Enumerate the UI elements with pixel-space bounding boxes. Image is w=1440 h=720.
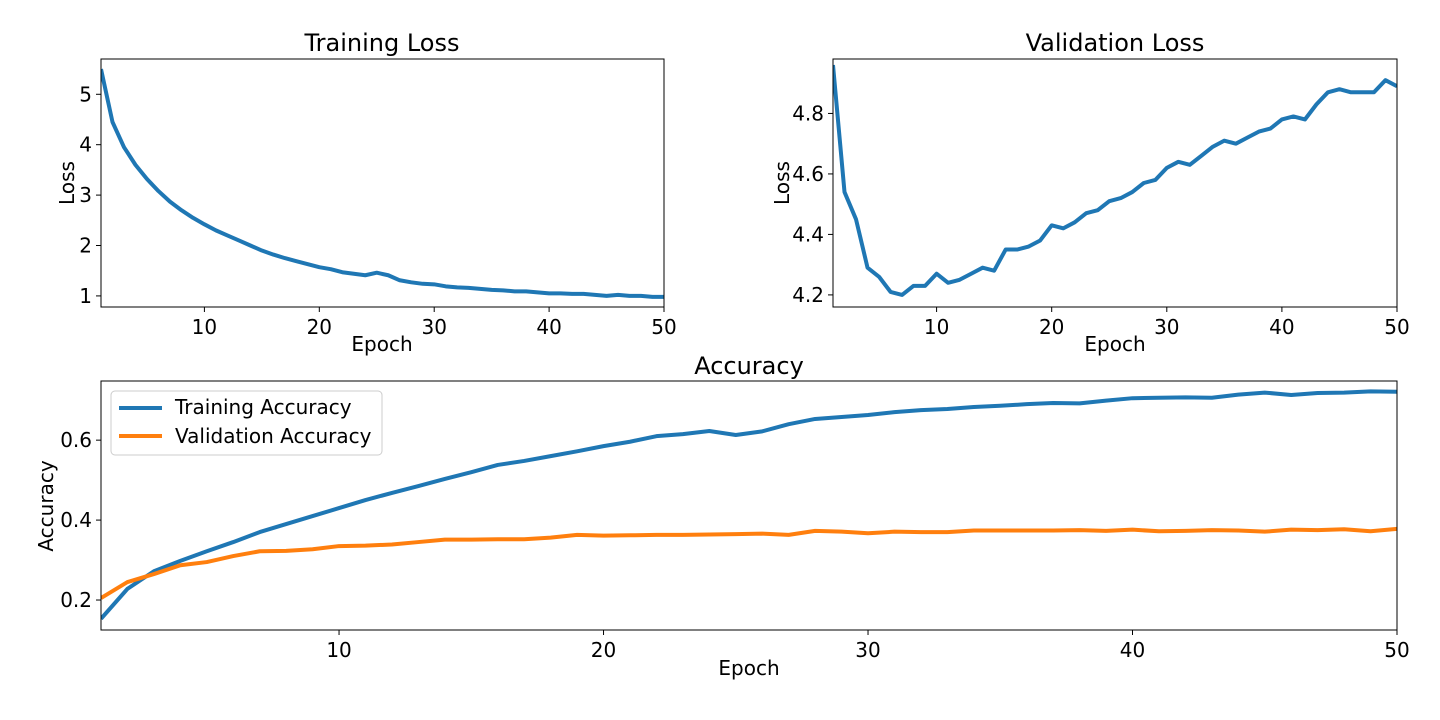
training-loss-xtick-label: 10 xyxy=(192,315,217,339)
accuracy-xtick-label: 40 xyxy=(1120,638,1145,662)
training-loss-frame xyxy=(100,58,665,308)
training-loss-ytick-label: 3 xyxy=(79,183,92,207)
training-loss-ytick-label: 1 xyxy=(79,284,92,308)
training-loss-xtick-label: 30 xyxy=(421,315,446,339)
accuracy-xtick-label: 20 xyxy=(591,638,616,662)
legend-label-training: Training Accuracy xyxy=(174,395,352,419)
accuracy-title: Accuracy xyxy=(694,352,804,380)
accuracy-xtick-label: 10 xyxy=(326,638,351,662)
accuracy-ytick-label: 0.2 xyxy=(60,588,92,612)
validation-loss-line-series-0 xyxy=(833,64,1397,297)
accuracy-xlabel: Epoch xyxy=(718,656,779,680)
accuracy-line-training-accuracy xyxy=(101,389,1397,621)
validation-loss-xtick-label: 30 xyxy=(1154,315,1179,339)
validation-loss-panel: Validation Loss 10 20 30 40 50 4.2 4.4 4.6 4.8 E… xyxy=(770,29,1410,356)
training-loss-line-series-0 xyxy=(101,68,664,299)
training-loss-title: Training Loss xyxy=(304,29,460,57)
accuracy-ytick-label: 0.4 xyxy=(60,508,92,532)
validation-loss-ytick-label: 4.6 xyxy=(792,162,824,186)
training-loss-xtick-label: 50 xyxy=(651,315,676,339)
accuracy-ytick-label: 0.6 xyxy=(60,428,92,452)
validation-loss-title: Validation Loss xyxy=(1026,29,1205,57)
training-loss-panel: Training Loss 10 20 30 40 50 1 2 3 4 5 Epoch Loss xyxy=(55,29,677,356)
accuracy-legend: Training Accuracy Validation Accuracy xyxy=(110,390,383,456)
validation-loss-ytick-label: 4.2 xyxy=(792,283,824,307)
training-loss-xtick-label: 40 xyxy=(536,315,561,339)
accuracy-line-validation-accuracy xyxy=(101,526,1397,600)
validation-loss-xtick-label: 20 xyxy=(1039,315,1064,339)
validation-loss-xtick-label: 50 xyxy=(1384,315,1409,339)
accuracy-xtick-label: 30 xyxy=(855,638,880,662)
accuracy-plot: 10 20 30 40 50 0.2 0.4 0.6 xyxy=(60,389,1410,662)
validation-loss-ytick-label: 4.8 xyxy=(792,101,824,125)
legend-label-validation: Validation Accuracy xyxy=(175,424,372,448)
validation-loss-plot: 10 20 30 40 50 4.2 4.4 4.6 4.8 xyxy=(792,64,1410,339)
training-loss-xtick-label: 20 xyxy=(307,315,332,339)
validation-loss-xtick-label: 40 xyxy=(1269,315,1294,339)
validation-loss-ytick-label: 4.4 xyxy=(792,222,824,246)
validation-loss-ylabel: Loss xyxy=(770,161,794,205)
legend-box xyxy=(110,390,383,456)
validation-loss-frame xyxy=(832,58,1398,308)
validation-loss-xlabel: Epoch xyxy=(1084,332,1145,356)
training-loss-ylabel: Loss xyxy=(55,161,79,205)
accuracy-frame xyxy=(100,380,1398,631)
training-loss-ytick-label: 4 xyxy=(79,133,92,157)
accuracy-xtick-label: 50 xyxy=(1384,638,1409,662)
accuracy-ylabel: Accuracy xyxy=(34,460,58,551)
training-loss-ytick-label: 2 xyxy=(79,234,92,258)
training-loss-xlabel: Epoch xyxy=(351,332,412,356)
training-loss-ytick-label: 5 xyxy=(79,82,92,106)
training-loss-plot: 10 20 30 40 50 1 2 3 4 5 xyxy=(79,68,677,339)
accuracy-panel: Accuracy 10 20 30 40 50 0.2 0.4 0.6 Epoch Accur… xyxy=(34,352,1410,680)
validation-loss-xtick-label: 10 xyxy=(924,315,949,339)
